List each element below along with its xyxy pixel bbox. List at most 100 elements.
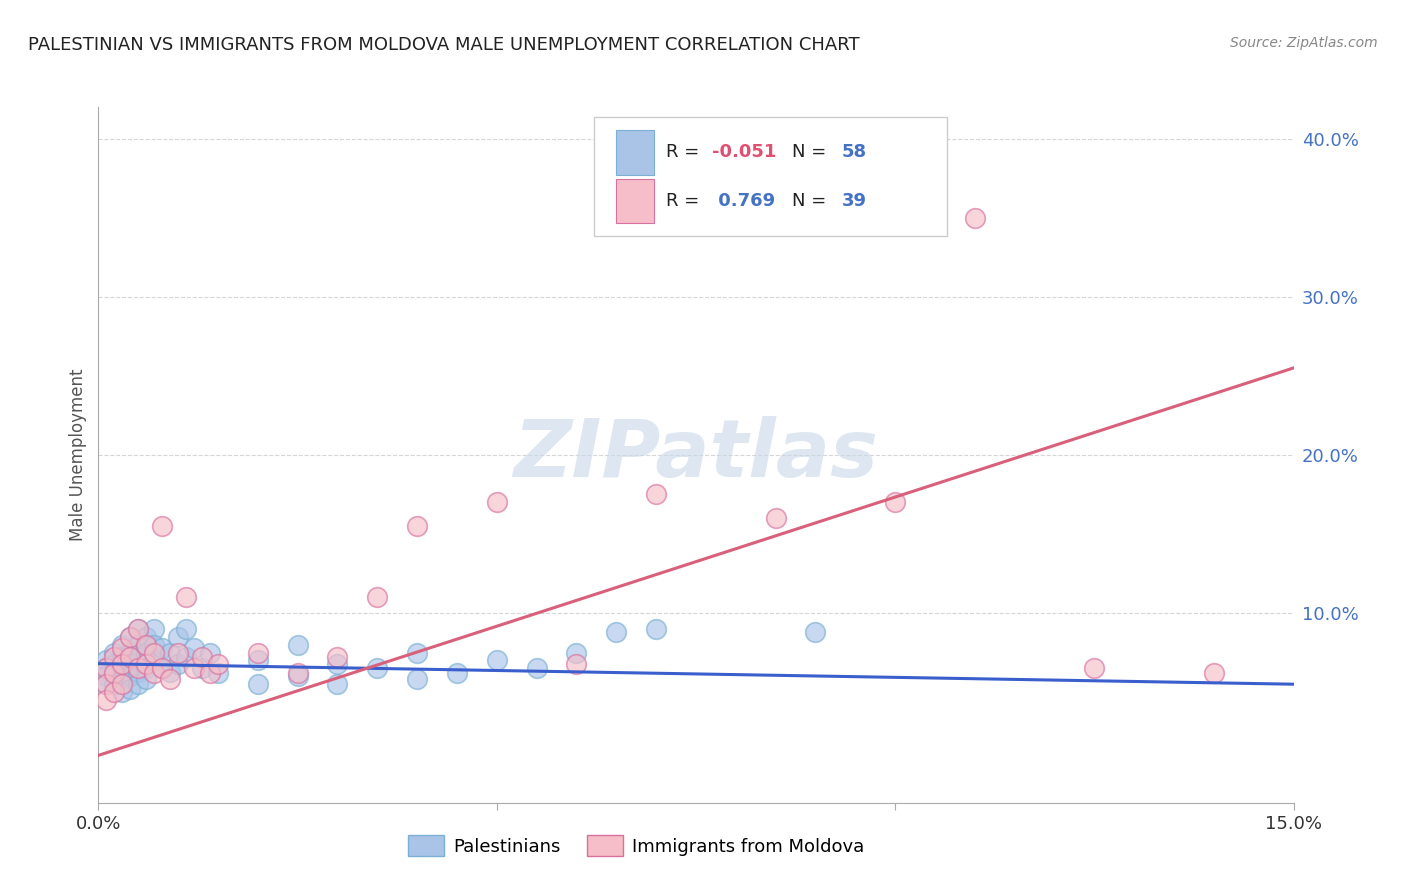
- Point: [111, 650, 134, 665]
- Point: [111, 657, 134, 671]
- Text: R =: R =: [666, 144, 704, 161]
- Point: [120, 630, 142, 644]
- Point: [287, 669, 309, 683]
- Point: [143, 653, 166, 667]
- Point: [174, 650, 197, 665]
- Point: [963, 211, 986, 225]
- Point: [111, 685, 134, 699]
- Point: [183, 661, 205, 675]
- Point: [565, 657, 588, 671]
- Point: [96, 661, 118, 675]
- Point: [143, 622, 166, 636]
- Point: [884, 495, 907, 509]
- Point: [150, 661, 173, 675]
- Point: [127, 638, 149, 652]
- Point: [111, 638, 134, 652]
- Point: [111, 640, 134, 655]
- Point: [103, 666, 125, 681]
- Point: [120, 669, 142, 683]
- Point: [120, 650, 142, 665]
- Point: [183, 640, 205, 655]
- Point: [406, 646, 429, 660]
- Point: [406, 673, 429, 687]
- Point: [198, 666, 221, 681]
- Point: [120, 657, 142, 671]
- Point: [127, 677, 149, 691]
- Point: [143, 638, 166, 652]
- Text: 58: 58: [842, 144, 868, 161]
- Point: [246, 646, 269, 660]
- Point: [326, 657, 349, 671]
- Point: [159, 665, 181, 679]
- Text: ZIPatlas: ZIPatlas: [513, 416, 879, 494]
- Point: [120, 646, 142, 660]
- Point: [366, 591, 388, 605]
- Text: -0.051: -0.051: [711, 144, 776, 161]
- Point: [207, 666, 229, 681]
- Point: [526, 661, 548, 675]
- Point: [135, 673, 157, 687]
- Point: [246, 653, 269, 667]
- FancyBboxPatch shape: [616, 178, 654, 223]
- Point: [167, 646, 190, 660]
- Point: [96, 661, 118, 675]
- Point: [111, 673, 134, 687]
- Point: [1202, 666, 1225, 681]
- Point: [446, 666, 468, 681]
- Point: [127, 665, 149, 679]
- Point: [103, 666, 125, 681]
- Point: [120, 681, 142, 696]
- Point: [103, 685, 125, 699]
- Point: [150, 640, 173, 655]
- Point: [127, 650, 149, 665]
- Point: [96, 653, 118, 667]
- Text: N =: N =: [792, 192, 831, 210]
- Point: [135, 661, 157, 675]
- Point: [111, 661, 134, 675]
- Point: [485, 495, 508, 509]
- Point: [135, 638, 157, 652]
- Text: R =: R =: [666, 192, 704, 210]
- Point: [645, 622, 668, 636]
- Point: [150, 661, 173, 675]
- Point: [287, 638, 309, 652]
- Point: [645, 487, 668, 501]
- Point: [135, 630, 157, 644]
- FancyBboxPatch shape: [595, 118, 948, 235]
- Point: [96, 693, 118, 707]
- Point: [111, 677, 134, 691]
- Point: [765, 511, 787, 525]
- Text: N =: N =: [792, 144, 831, 161]
- Point: [103, 646, 125, 660]
- FancyBboxPatch shape: [616, 130, 654, 175]
- Text: 39: 39: [842, 192, 866, 210]
- Point: [167, 657, 190, 671]
- Point: [191, 650, 214, 665]
- Point: [150, 519, 173, 533]
- Point: [127, 661, 149, 675]
- Point: [96, 677, 118, 691]
- Point: [326, 650, 349, 665]
- Point: [1083, 661, 1105, 675]
- Text: 0.769: 0.769: [711, 192, 775, 210]
- Point: [127, 622, 149, 636]
- Point: [127, 622, 149, 636]
- Point: [103, 650, 125, 665]
- Point: [207, 657, 229, 671]
- Point: [246, 677, 269, 691]
- Point: [174, 591, 197, 605]
- Point: [287, 666, 309, 681]
- Y-axis label: Male Unemployment: Male Unemployment: [69, 368, 87, 541]
- Point: [174, 622, 197, 636]
- Point: [103, 657, 125, 671]
- Legend: Palestinians, Immigrants from Moldova: Palestinians, Immigrants from Moldova: [401, 828, 872, 863]
- Point: [366, 661, 388, 675]
- Point: [143, 666, 166, 681]
- Point: [96, 677, 118, 691]
- Text: PALESTINIAN VS IMMIGRANTS FROM MOLDOVA MALE UNEMPLOYMENT CORRELATION CHART: PALESTINIAN VS IMMIGRANTS FROM MOLDOVA M…: [28, 36, 859, 54]
- Point: [143, 646, 166, 660]
- Text: Source: ZipAtlas.com: Source: ZipAtlas.com: [1230, 36, 1378, 50]
- Point: [565, 646, 588, 660]
- Point: [191, 661, 214, 675]
- Point: [96, 669, 118, 683]
